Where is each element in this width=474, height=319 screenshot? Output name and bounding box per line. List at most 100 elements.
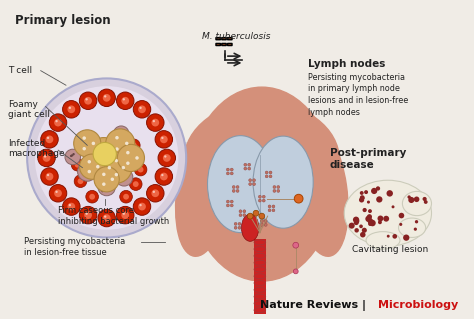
Circle shape xyxy=(139,107,142,109)
Circle shape xyxy=(230,200,233,203)
Circle shape xyxy=(163,154,171,162)
Circle shape xyxy=(377,216,383,221)
Circle shape xyxy=(83,167,85,169)
Circle shape xyxy=(239,210,242,213)
Circle shape xyxy=(85,175,87,177)
Circle shape xyxy=(108,166,111,169)
Text: Persisting mycobacteria
in lesion-free tissue: Persisting mycobacteria in lesion-free t… xyxy=(24,237,126,257)
Circle shape xyxy=(73,153,75,155)
Circle shape xyxy=(415,220,418,223)
Circle shape xyxy=(259,213,264,219)
Ellipse shape xyxy=(189,87,335,281)
Circle shape xyxy=(102,161,106,165)
Text: Firm caseous core
inhibiting bacterial growth: Firm caseous core inhibiting bacterial g… xyxy=(58,206,169,226)
Ellipse shape xyxy=(254,315,266,319)
Circle shape xyxy=(120,190,132,203)
Circle shape xyxy=(84,211,92,219)
Text: Microbiology: Microbiology xyxy=(378,300,458,310)
Ellipse shape xyxy=(254,308,266,313)
Circle shape xyxy=(155,131,173,148)
FancyBboxPatch shape xyxy=(216,43,220,46)
Circle shape xyxy=(65,149,81,165)
Ellipse shape xyxy=(253,136,313,228)
Circle shape xyxy=(44,155,46,158)
Circle shape xyxy=(85,212,88,215)
Circle shape xyxy=(102,145,106,149)
Circle shape xyxy=(234,226,237,229)
Circle shape xyxy=(46,173,54,180)
Circle shape xyxy=(101,189,104,191)
Circle shape xyxy=(360,191,364,195)
Circle shape xyxy=(232,189,235,192)
Circle shape xyxy=(399,213,404,219)
Circle shape xyxy=(422,197,427,201)
Circle shape xyxy=(164,155,166,158)
Circle shape xyxy=(360,195,365,200)
Ellipse shape xyxy=(254,294,266,299)
Circle shape xyxy=(91,142,95,145)
Circle shape xyxy=(269,175,272,178)
Circle shape xyxy=(158,149,175,167)
Circle shape xyxy=(360,232,365,237)
Circle shape xyxy=(79,92,97,109)
Circle shape xyxy=(69,204,71,206)
FancyBboxPatch shape xyxy=(216,38,220,40)
Circle shape xyxy=(414,227,417,231)
Circle shape xyxy=(349,223,355,229)
Circle shape xyxy=(73,130,101,157)
Circle shape xyxy=(49,185,67,202)
Circle shape xyxy=(84,97,92,105)
Circle shape xyxy=(71,154,73,157)
Circle shape xyxy=(78,178,83,184)
Circle shape xyxy=(364,190,368,194)
Circle shape xyxy=(82,136,86,140)
Circle shape xyxy=(227,168,229,171)
Circle shape xyxy=(243,210,246,213)
Circle shape xyxy=(293,269,298,274)
Circle shape xyxy=(139,204,142,206)
Ellipse shape xyxy=(208,136,273,233)
Ellipse shape xyxy=(236,178,288,238)
Circle shape xyxy=(121,129,123,131)
Ellipse shape xyxy=(254,281,266,286)
Text: Persisting mycobacteria
in primary lymph node
lesions and in lesion-free
lymph n: Persisting mycobacteria in primary lymph… xyxy=(309,73,409,117)
Circle shape xyxy=(365,216,372,222)
Circle shape xyxy=(227,172,229,175)
Circle shape xyxy=(151,119,159,126)
Circle shape xyxy=(355,228,359,233)
Circle shape xyxy=(98,89,115,107)
Circle shape xyxy=(230,172,233,175)
Circle shape xyxy=(46,136,54,143)
Circle shape xyxy=(96,165,100,168)
Circle shape xyxy=(80,154,105,179)
Circle shape xyxy=(273,189,276,192)
Bar xyxy=(250,213,273,271)
Circle shape xyxy=(268,205,271,208)
Circle shape xyxy=(93,142,116,166)
Circle shape xyxy=(244,167,247,170)
Circle shape xyxy=(243,214,246,217)
Circle shape xyxy=(258,195,261,198)
Text: Nature Reviews |: Nature Reviews | xyxy=(260,300,370,311)
Circle shape xyxy=(47,137,49,139)
Circle shape xyxy=(146,114,164,131)
Circle shape xyxy=(94,153,98,157)
Circle shape xyxy=(133,100,151,118)
Circle shape xyxy=(104,215,106,218)
Text: Post-primary
disease: Post-primary disease xyxy=(330,148,406,170)
Text: Primary lesion: Primary lesion xyxy=(15,14,110,27)
Circle shape xyxy=(367,201,370,204)
Circle shape xyxy=(368,222,372,226)
Text: Foamy
giant cell: Foamy giant cell xyxy=(8,100,50,119)
Ellipse shape xyxy=(254,240,266,245)
Circle shape xyxy=(403,234,410,241)
Circle shape xyxy=(67,105,75,113)
Circle shape xyxy=(121,97,129,105)
Circle shape xyxy=(361,197,365,200)
Circle shape xyxy=(104,95,106,98)
Text: Cavitating lesion: Cavitating lesion xyxy=(352,245,428,254)
Circle shape xyxy=(253,179,255,182)
Circle shape xyxy=(160,173,168,180)
Circle shape xyxy=(54,119,62,126)
Circle shape xyxy=(74,175,87,188)
